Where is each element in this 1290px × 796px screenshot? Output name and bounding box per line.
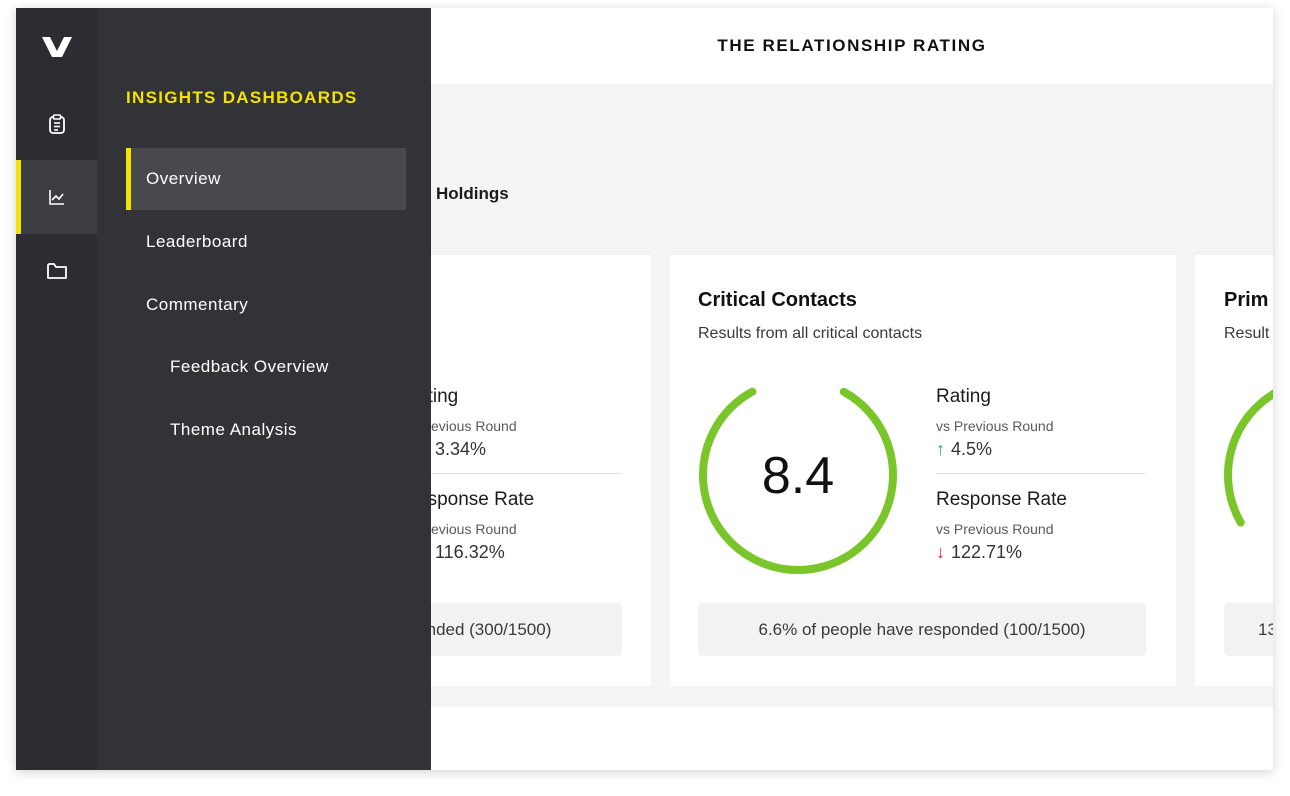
responded-bar: 6.6% of people have responded (100/1500) <box>698 603 1146 656</box>
rail-item-insights[interactable] <box>16 160 97 234</box>
menu-item-leaderboard[interactable]: Leaderboard <box>146 232 248 251</box>
menu-item-commentary[interactable]: Commentary <box>146 295 249 314</box>
response-change-row: ↓ 122.71% <box>936 542 1022 563</box>
rating-change: 3.34% <box>435 439 487 459</box>
card-title: Prim <box>1224 289 1269 311</box>
menu-item-theme-analysis[interactable]: Theme Analysis <box>170 420 297 439</box>
rail-item-surveys[interactable] <box>16 87 97 161</box>
response-rate-label: Response Rate <box>936 489 1067 510</box>
rating-change-row: ↑ 4.5% <box>936 439 992 460</box>
holdings-label: Holdings <box>436 184 509 203</box>
response-vs-label: vs Previous Round <box>936 521 1054 537</box>
panel-heading: INSIGHTS DASHBOARDS <box>126 88 358 107</box>
rating-label: Rating <box>936 386 991 407</box>
responded-text: 6.6% of people have responded (100/1500) <box>758 620 1086 639</box>
responded-text: nded (300/1500) <box>426 620 552 639</box>
response-vs-label: Previous Round <box>417 521 517 537</box>
score-gauge <box>1224 376 1273 574</box>
app-title: THE RELATIONSHIP RATING <box>717 36 987 55</box>
gauge-arc <box>1224 376 1273 574</box>
score-gauge: 8.4 <box>699 375 897 574</box>
card-primary[interactable]: Prim Result 13 <box>1195 255 1273 686</box>
card-subtitle: Results from all critical contacts <box>698 325 923 342</box>
gauge-arc <box>699 375 897 574</box>
sidebar-panel: INSIGHTS DASHBOARDS Overview Leaderboard… <box>97 8 431 770</box>
responded-bar: 13 <box>1224 603 1273 656</box>
app-window: THE RELATIONSHIP RATING Holdings ating P… <box>16 8 1273 770</box>
card-title: Critical Contacts <box>698 289 857 311</box>
response-change: 122.71% <box>951 542 1023 562</box>
clipboard-list-icon <box>48 114 65 134</box>
menu-item-overview[interactable]: Overview <box>126 148 406 210</box>
sidebar-rail <box>16 8 97 770</box>
score-value: 8.4 <box>762 447 834 505</box>
brand-logo[interactable] <box>42 33 72 61</box>
response-change: 116.32% <box>435 542 505 562</box>
folder-icon <box>46 263 67 279</box>
rating-change: 4.5% <box>951 439 993 459</box>
arrow-down-icon: ↓ <box>936 542 945 562</box>
metric-divider <box>417 473 622 474</box>
metric-divider <box>936 473 1146 474</box>
rail-item-files[interactable] <box>16 234 97 308</box>
line-chart-icon <box>48 190 64 205</box>
arrow-up-icon: ↑ <box>936 439 945 459</box>
response-rate-label: esponse Rate <box>417 489 535 510</box>
card-subtitle: Result <box>1224 325 1270 342</box>
rating-vs-label: vs Previous Round <box>936 418 1054 434</box>
menu-item-feedback-overview[interactable]: Feedback Overview <box>170 357 329 376</box>
responded-text: 13 <box>1258 620 1273 639</box>
card-critical-contacts[interactable]: Critical Contacts Results from all criti… <box>670 255 1176 686</box>
rating-vs-label: Previous Round <box>417 418 517 434</box>
